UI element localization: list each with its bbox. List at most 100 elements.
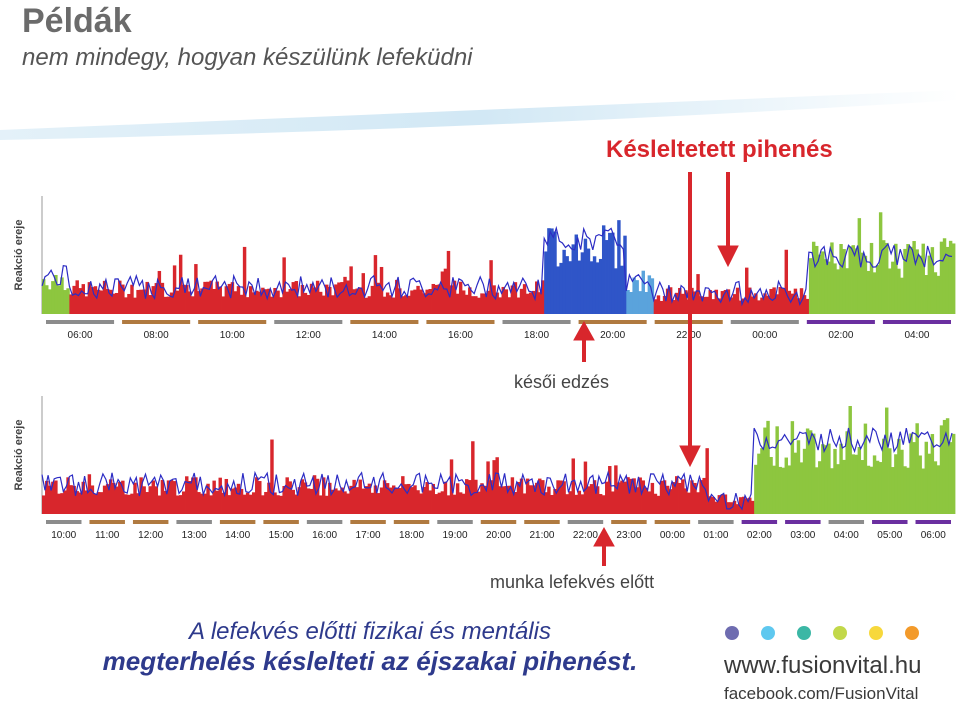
chart-2-bar	[912, 442, 916, 514]
chart-1-bar	[805, 298, 810, 314]
chart-2-bar	[918, 455, 922, 514]
chart-1-bar	[644, 291, 649, 314]
chart-1-bar	[172, 265, 177, 314]
chart-2-bar	[839, 443, 843, 514]
chart-2-bar	[163, 490, 168, 514]
chart-2-bar	[501, 486, 505, 514]
arrow-delayed-rest-2-head	[717, 245, 739, 268]
chart-1-bar	[757, 300, 761, 314]
chart-1-bar	[745, 267, 749, 314]
chart-2-bar	[614, 465, 618, 514]
chart-2-timeline-seg	[306, 520, 343, 524]
chart-2-bar	[87, 474, 92, 514]
chart-1-xtick: 16:00	[448, 330, 473, 341]
chart-1-series-line	[41, 225, 953, 307]
chart-2-timeline-seg	[350, 520, 386, 524]
chart-2-bar	[343, 491, 347, 514]
chart-1-bar	[203, 281, 207, 314]
chart-1-bar	[699, 296, 703, 314]
chart-2-bar	[951, 433, 956, 514]
chart-2-xtick: 19:00	[443, 530, 468, 541]
chart-1-xtick: 12:00	[296, 330, 321, 341]
brand-facebook[interactable]: facebook.com/FusionVital	[724, 684, 919, 703]
chart-1-bar	[318, 291, 323, 314]
chart-1-bar	[608, 232, 612, 314]
chart-2-bar	[121, 480, 125, 514]
chart-1-bar	[78, 288, 82, 314]
chart-1-bar	[474, 296, 478, 314]
chart-2-bar	[790, 421, 795, 514]
chart-1-bar	[617, 220, 621, 314]
chart-2-timeline-seg	[46, 520, 82, 524]
chart-1-timeline-seg	[122, 320, 191, 324]
chart-1-bar	[933, 272, 938, 314]
chart-1-bar	[574, 234, 579, 314]
chart-1-bar	[105, 289, 110, 314]
chart-1-bar	[419, 289, 423, 314]
chart-2-bar	[559, 480, 563, 514]
chart-2-bar	[830, 468, 834, 514]
chart-1-bar	[696, 274, 700, 314]
chart-1-bar	[601, 225, 606, 314]
chart-2-bar	[699, 480, 703, 514]
chart-2-bar	[553, 488, 557, 514]
chart-1-bar	[181, 284, 186, 314]
chart-1-bar	[903, 248, 907, 314]
chart-1-bar	[851, 245, 855, 314]
chart-1-bar	[60, 277, 64, 314]
chart-1-bar	[741, 298, 746, 314]
chart-1-bar	[918, 255, 922, 314]
chart-1-bar	[836, 269, 840, 314]
chart-2-bar	[233, 487, 238, 514]
chart-1-bar	[796, 298, 801, 314]
chart-1-bar	[194, 264, 198, 314]
chart-1-bar	[888, 268, 892, 314]
chart-2-bar	[218, 477, 222, 514]
chart-1-bar	[477, 297, 481, 314]
page-subtitle: nem mindegy, hogyan készülünk lefeküdni	[22, 44, 473, 71]
chart-2-bar	[188, 480, 192, 514]
page-title: Példák	[22, 2, 132, 40]
chart-2-bar	[352, 479, 356, 514]
chart-1-ylabel: Reakció ereje	[13, 220, 25, 291]
chart-1-bar	[401, 296, 405, 314]
chart-1-bar	[875, 265, 880, 314]
chart-1-bar	[391, 297, 396, 314]
chart-1-bar	[860, 252, 865, 314]
chart-2-bar	[306, 488, 311, 514]
chart-1-bar	[185, 285, 189, 314]
chart-2-bar	[848, 406, 852, 514]
chart-1-bar	[498, 297, 502, 314]
chart-2-bar	[869, 466, 874, 514]
chart-2-bar	[358, 479, 362, 514]
chart-2-bar	[84, 490, 89, 514]
chart-1-bar	[598, 258, 603, 314]
chart-1-bar	[732, 294, 737, 314]
chart-1-bar	[760, 297, 764, 314]
chart-1-bar	[145, 281, 149, 314]
chart-2-bar	[611, 491, 615, 514]
chart-2-timeline-seg	[263, 520, 299, 524]
chart-2-bar	[866, 465, 871, 514]
chart-2-bar	[608, 466, 612, 514]
chart-1-bar	[541, 280, 545, 314]
brand-website[interactable]: www.fusionvital.hu	[724, 652, 922, 679]
chart-1-bar	[894, 243, 898, 314]
chart-1-bar	[495, 292, 499, 314]
chart-1-bar	[824, 259, 828, 314]
chart-1-bar	[449, 285, 454, 314]
chart-2-bar	[741, 496, 746, 514]
chart-1-bar	[501, 286, 505, 314]
chart-1-bar	[191, 296, 195, 314]
chart-2-bar	[580, 494, 585, 514]
chart-1-bar	[270, 296, 274, 314]
chart-2-timeline-seg	[654, 520, 691, 524]
chart-2-bar	[617, 482, 621, 514]
chart-2-bar	[45, 480, 49, 514]
chart-2-bar	[525, 478, 530, 514]
chart-2-bar	[42, 495, 46, 514]
annotation-late-workout: késői edzés	[514, 372, 610, 392]
chart-2-bar	[312, 475, 317, 514]
chart-1-bar	[72, 285, 76, 314]
chart-2-bar	[166, 480, 171, 514]
